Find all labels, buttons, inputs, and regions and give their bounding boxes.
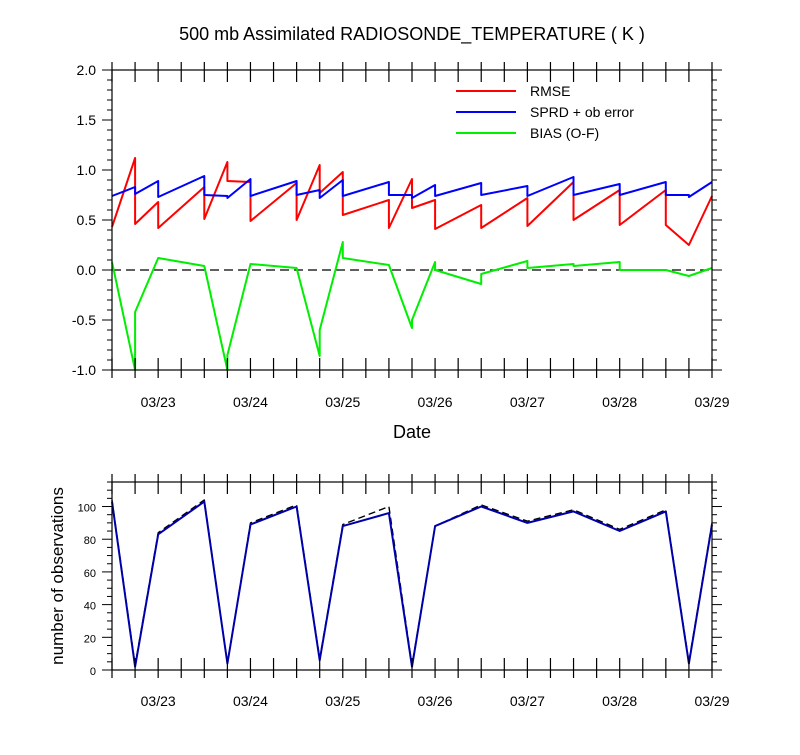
legend-label-bias-o-f: BIAS (O-F) [530, 125, 599, 141]
bottom-chart-x-tick-label: 03/26 [418, 693, 453, 709]
bottom-chart-x-tick-label: 03/27 [510, 693, 545, 709]
bottom-chart-x-tick-label: 03/25 [325, 693, 360, 709]
top-chart-y-tick-label: 0.5 [77, 212, 97, 228]
top-chart-x-tick-label: 03/29 [694, 394, 729, 410]
top-chart-axes: 03/23 03/24 03/25 03/26 03/27 03/28 03/29 -1.0 -… [72, 62, 730, 410]
top-chart-y-tick-label: 1.5 [77, 112, 97, 128]
top-chart-title: 500 mb Assimilated RADIOSONDE_TEMPERATUR… [179, 24, 645, 45]
top-chart-x-tick-label: 03/23 [141, 394, 176, 410]
bottom-chart-axes: 03/23 03/24 03/25 03/26 03/27 03/28 03/29 0 20 40… [78, 474, 730, 709]
bottom-chart-y-tick-label: 20 [84, 633, 96, 645]
top-chart-y-tick-label: 1.0 [77, 162, 97, 178]
top-chart-series-group [111, 157, 713, 371]
legend-label-rmse: RMSE [530, 83, 570, 99]
bottom-chart-y-tick-label: 100 [78, 503, 96, 515]
top-chart-y-tick-label: -0.5 [72, 312, 96, 328]
bottom-chart-y-tick-label: 0 [90, 666, 96, 678]
top-chart-y-tick-label: -1.0 [72, 362, 96, 378]
top-chart-series-rmse [111, 157, 713, 246]
top-chart-x-tick-label: 03/25 [325, 394, 360, 410]
bottom-chart-x-tick-label: 03/29 [694, 693, 729, 709]
top-chart-x-axis-label: Date [393, 422, 431, 442]
bottom-chart-y-tick-label: 80 [84, 535, 96, 547]
bottom-chart-x-tick-label: 03/24 [233, 693, 268, 709]
top-chart-y-tick-label: 0.0 [77, 262, 97, 278]
bottom-chart-series-observations-solid [111, 500, 713, 668]
bottom-chart-series-observations-dashed [111, 499, 713, 666]
top-chart-x-tick-label: 03/28 [602, 394, 637, 410]
bottom-chart-y-tick-label: 40 [84, 601, 96, 613]
top-chart-x-tick-label: 03/24 [233, 394, 268, 410]
top-chart-series-sprd-ob-error [111, 175, 713, 199]
bottom-chart-x-tick-label: 03/23 [141, 693, 176, 709]
bottom-chart-x-tick-label: 03/28 [602, 693, 637, 709]
bottom-chart-y-axis-label: number of observations [48, 487, 67, 665]
top-chart-legend: RMSE SPRD + ob error BIAS (O-F) [456, 83, 634, 141]
top-chart-series-bias-o-f [111, 241, 713, 371]
top-chart-x-tick-label: 03/26 [418, 394, 453, 410]
bottom-chart-y-tick-label: 60 [84, 568, 96, 580]
bottom-chart-series-group [111, 499, 713, 668]
bottom-chart-plot-frame [111, 481, 713, 671]
legend-label-sprd-ob-error: SPRD + ob error [530, 104, 634, 120]
top-chart-y-tick-label: 2.0 [77, 62, 97, 78]
top-chart-x-tick-label: 03/27 [510, 394, 545, 410]
